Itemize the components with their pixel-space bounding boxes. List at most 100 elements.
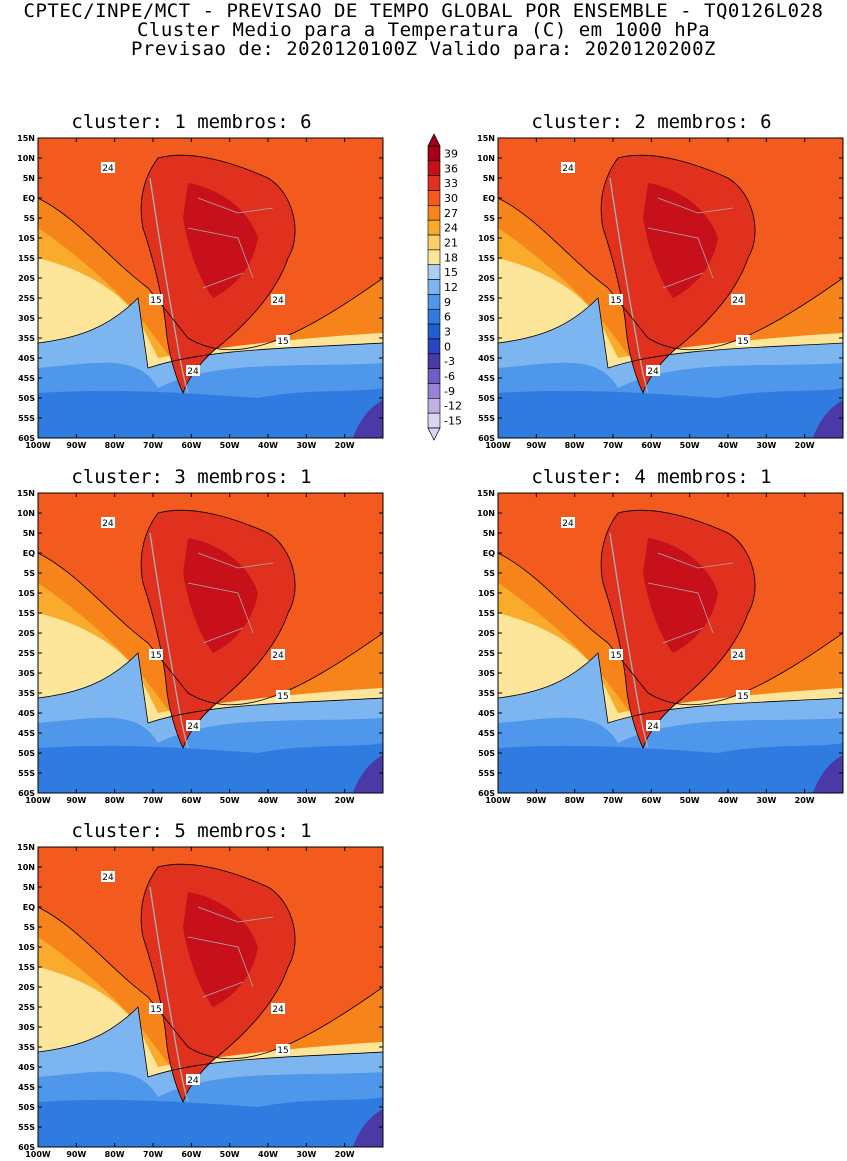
figure-header: CPTEC/INPE/MCT - PREVISAO DE TEMPO GLOBA…	[0, 2, 847, 59]
svg-text:15: 15	[277, 1046, 288, 1056]
svg-text:24: 24	[732, 651, 744, 661]
colorbar-swatch	[427, 205, 441, 221]
svg-text:24: 24	[647, 722, 659, 732]
colorbar-label: 36	[444, 162, 458, 175]
svg-text:15: 15	[277, 692, 288, 702]
lat-label: 20S	[18, 983, 35, 992]
lat-label: 35S	[478, 334, 495, 343]
lat-label: 20S	[18, 274, 35, 283]
panel-title: cluster: 1 membros: 6	[71, 111, 312, 133]
lon-label: 60W	[181, 441, 201, 450]
header-line-2: Cluster Medio para a Temperatura (C) em …	[136, 19, 711, 41]
lat-label: EQ	[23, 194, 35, 203]
lon-label: 30W	[296, 796, 316, 805]
lon-label: 70W	[603, 441, 623, 450]
lon-label: 80W	[105, 796, 125, 805]
lon-label: 50W	[680, 441, 700, 450]
map-svg: 24 24 24 15 15 15N 10N 5N EQ 5S 10S 15S 20S 25S 30S 35S…	[477, 489, 844, 805]
contour-label: 15	[276, 1044, 290, 1056]
svg-text:24: 24	[187, 1076, 199, 1086]
contour-label: 15	[276, 335, 290, 347]
lat-label: 15N	[477, 134, 495, 143]
lat-label: EQ	[23, 549, 35, 558]
svg-text:15: 15	[610, 651, 621, 661]
lon-label: 40W	[718, 441, 738, 450]
contour-label: 15	[149, 294, 163, 306]
lat-label: 5N	[23, 883, 35, 892]
lat-label: 40S	[478, 354, 495, 363]
panel-title: cluster: 4 membros: 1	[531, 466, 772, 488]
lon-label: 70W	[603, 796, 623, 805]
svg-text:24: 24	[562, 164, 574, 174]
map-svg: 24 24 24 15 15 15N 10N 5N EQ 5S 10S 15S 20S 25S 30S 35S…	[17, 843, 384, 1159]
lat-label: 15N	[17, 843, 35, 852]
colorbar-swatch	[427, 264, 441, 280]
lat-label: 15N	[17, 134, 35, 143]
lon-label: 50W	[220, 441, 240, 450]
colorbar-label: 21	[444, 236, 458, 249]
lon-label: 50W	[220, 796, 240, 805]
lon-label: 100W	[485, 796, 511, 805]
lat-label: 55S	[18, 414, 35, 423]
svg-text:15: 15	[737, 337, 748, 347]
lon-label: 60W	[181, 1150, 201, 1159]
map: 24 24 24 15 15 15N 10N 5N EQ 5S 10S 15S 20S 25S 30S 35S…	[0, 132, 390, 452]
contour-label: 24	[271, 294, 285, 306]
contour-label: 24	[186, 1074, 200, 1086]
colorbar-swatch	[427, 234, 441, 251]
colorbar-label: 30	[444, 192, 458, 205]
lat-label: 30S	[18, 314, 35, 323]
color-legend: 39 36 33 30 27 24 21 18 15 12 9 6 3 0 -3 -6 -9 -12 -15	[424, 132, 484, 442]
colorbar-label: 39	[444, 147, 458, 160]
svg-text:24: 24	[272, 1005, 284, 1015]
colorbar-swatch	[427, 383, 441, 399]
contour-label: 15	[609, 649, 623, 661]
lon-label: 40W	[258, 796, 278, 805]
temperature-field: 24 24 24 15 15	[38, 847, 383, 1147]
lon-label: 90W	[66, 441, 86, 450]
lon-label: 30W	[756, 441, 776, 450]
lat-label: 5S	[24, 923, 36, 932]
lat-label: 55S	[18, 1123, 35, 1132]
lat-label: 50S	[478, 394, 495, 403]
svg-text:24: 24	[187, 722, 199, 732]
lon-label: 60W	[641, 796, 661, 805]
lat-label: 40S	[18, 709, 35, 718]
lat-label: 40S	[478, 709, 495, 718]
lon-label: 30W	[756, 796, 776, 805]
contour-label: 15	[609, 294, 623, 306]
lon-label: 30W	[296, 1150, 316, 1159]
colorbar-swatch	[427, 368, 441, 384]
lon-label: 90W	[526, 796, 546, 805]
contour-label: 15	[736, 690, 750, 702]
lat-label: 60S	[18, 789, 35, 798]
lat-label: 15S	[18, 254, 35, 263]
lat-label: 35S	[478, 689, 495, 698]
lat-label: 5N	[23, 174, 35, 183]
contour-label: 24	[101, 162, 115, 174]
lat-label: 45S	[18, 729, 35, 738]
lon-label: 40W	[258, 441, 278, 450]
lat-label: 45S	[478, 374, 495, 383]
colorbar-swatch	[427, 338, 441, 355]
panel-title: cluster: 5 membros: 1	[71, 820, 312, 842]
lat-label: 25S	[18, 649, 35, 658]
lat-label: 55S	[478, 414, 495, 423]
lat-label: 40S	[18, 1063, 35, 1072]
colorbar-swatch	[427, 294, 441, 310]
svg-text:15: 15	[277, 337, 288, 347]
lon-label: 90W	[66, 1150, 86, 1159]
lat-label: 10N	[477, 509, 495, 518]
lon-label: 70W	[143, 441, 163, 450]
lat-label: 10S	[478, 234, 495, 243]
lon-label: 80W	[565, 441, 585, 450]
lat-label: 15S	[18, 609, 35, 618]
lon-label: 80W	[105, 441, 125, 450]
lat-label: 10S	[18, 234, 35, 243]
svg-text:24: 24	[732, 296, 744, 306]
colorbar-swatch	[427, 308, 441, 325]
lat-label: 35S	[18, 334, 35, 343]
lat-label: 15N	[17, 489, 35, 498]
lon-label: 100W	[25, 796, 51, 805]
lat-label: 30S	[478, 669, 495, 678]
